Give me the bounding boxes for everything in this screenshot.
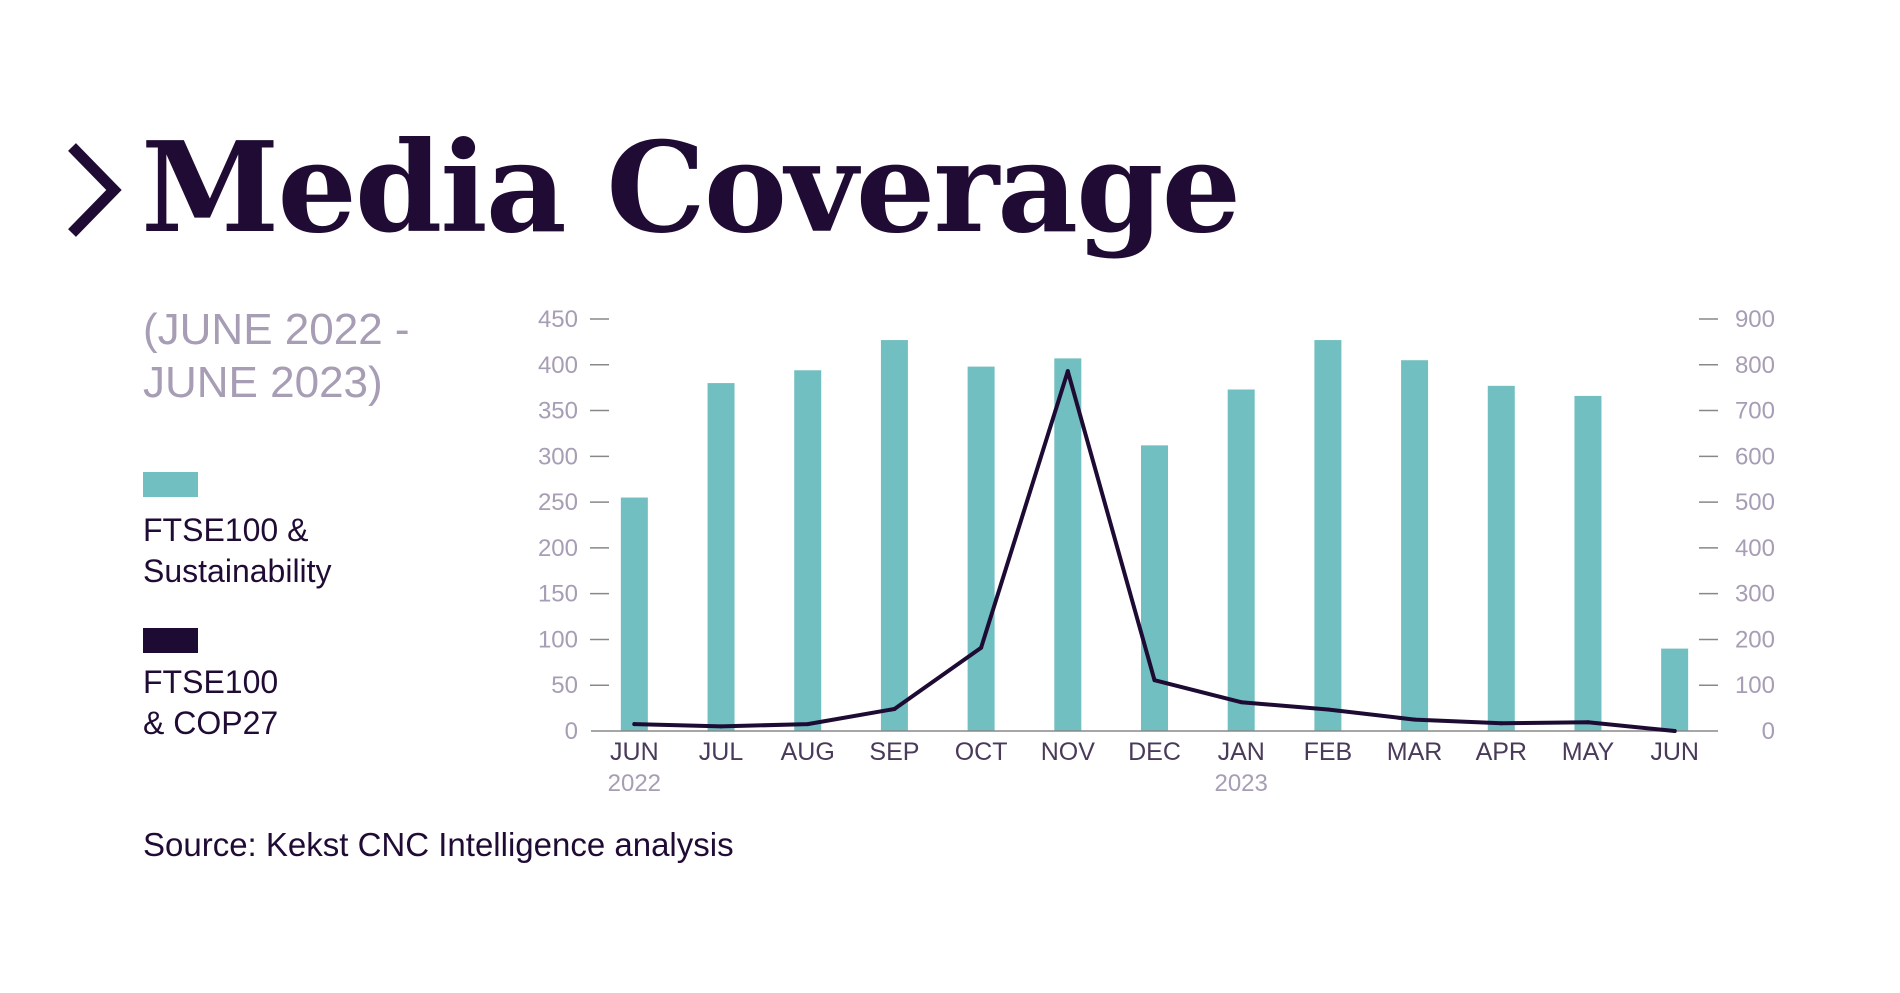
bar-sep-3 (880, 340, 908, 731)
date-range-line-1: (JUNE 2022 - (143, 305, 410, 354)
left-axis-tick-label: 200 (538, 535, 578, 562)
legend-label-line: & COP27 (143, 705, 279, 741)
legend-label-line: FTSE100 & (143, 512, 309, 548)
left-axis-tick-label: 100 (538, 626, 578, 653)
x-axis-month-label: FEB (1304, 738, 1353, 766)
cop27-point (892, 707, 897, 712)
legend-label-line: Sustainability (143, 553, 332, 589)
right-axis-tick-label: 0 (1762, 718, 1775, 745)
right-axis-tick-label: 500 (1735, 489, 1775, 516)
x-axis-month-label: JUN (1650, 738, 1699, 766)
date-range: (JUNE 2022 - JUNE 2023) (143, 303, 473, 409)
x-axis-month-label: OCT (955, 738, 1008, 766)
right-axis-tick-label: 400 (1735, 535, 1775, 562)
cop27-point (1672, 729, 1677, 733)
legend-label-line: FTSE100 (143, 664, 279, 700)
bar-mar-9 (1401, 360, 1429, 731)
x-axis-month-label: SEP (869, 738, 919, 766)
right-axis-tick-label: 300 (1735, 581, 1775, 608)
x-axis-year-label: 2022 (608, 770, 661, 797)
x-axis-month-label: MAY (1562, 738, 1615, 766)
cop27-point (1239, 700, 1244, 705)
x-axis-month-label: AUG (781, 738, 835, 766)
bar-jun-0 (620, 497, 648, 731)
cop27-point (1325, 707, 1330, 712)
date-range-line-2: JUNE 2023) (143, 358, 383, 407)
right-axis-tick-label: 900 (1735, 306, 1775, 333)
legend-swatch-cop27 (143, 628, 198, 653)
cop27-point (1585, 720, 1590, 725)
cop27-point (1412, 717, 1417, 722)
cop27-point (979, 645, 984, 650)
x-axis-month-label: NOV (1041, 738, 1096, 766)
x-axis-month-label: DEC (1128, 738, 1181, 766)
page-title: Media Coverage (141, 115, 1241, 261)
x-axis-month-label: APR (1476, 738, 1527, 766)
right-axis-tick-label: 700 (1735, 398, 1775, 425)
legend-label-cop27: FTSE100 & COP27 (143, 662, 403, 744)
x-axis-month-label: JAN (1218, 738, 1265, 766)
cop27-point (1065, 369, 1070, 374)
chevron-right-icon (68, 143, 122, 237)
right-axis-tick-label: 600 (1735, 443, 1775, 470)
x-axis-month-label: MAR (1387, 738, 1443, 766)
left-axis-tick-label: 50 (551, 672, 578, 699)
x-axis-month-label: JUL (699, 738, 744, 766)
bar-aug-2 (794, 370, 822, 731)
bar-dec-6 (1141, 445, 1168, 731)
left-axis-tick-label: 300 (538, 443, 578, 470)
bar-feb-8 (1314, 340, 1342, 731)
bar-apr-10 (1487, 385, 1515, 731)
left-axis-tick-label: 250 (538, 489, 578, 516)
x-axis-year-label: 2023 (1214, 770, 1267, 797)
cop27-point (1152, 678, 1157, 683)
x-axis-month-label: JUN (610, 738, 659, 766)
bar-may-11 (1574, 395, 1602, 731)
cop27-point (632, 722, 637, 727)
bar-jul-1 (707, 383, 735, 731)
cop27-point (805, 722, 810, 727)
left-axis-tick-label: 150 (538, 581, 578, 608)
legend-label-sustainability: FTSE100 & Sustainability (143, 510, 403, 592)
left-axis-tick-label: 450 (538, 306, 578, 333)
left-axis-tick-label: 0 (565, 718, 578, 745)
cop27-point (719, 724, 724, 729)
bar-jun-12 (1661, 648, 1689, 731)
bar-oct-4 (967, 366, 995, 731)
bar-jan-7 (1227, 389, 1255, 731)
right-axis-tick-label: 200 (1735, 626, 1775, 653)
right-axis-tick-label: 100 (1735, 672, 1775, 699)
cop27-point (1499, 721, 1504, 726)
left-axis-tick-label: 400 (538, 352, 578, 379)
source-note: Source: Kekst CNC Intelligence analysis (143, 826, 734, 863)
right-axis-tick-label: 800 (1735, 352, 1775, 379)
left-axis-tick-label: 350 (538, 398, 578, 425)
legend-swatch-sustainability (143, 472, 198, 497)
bar-nov-5 (1054, 358, 1082, 731)
